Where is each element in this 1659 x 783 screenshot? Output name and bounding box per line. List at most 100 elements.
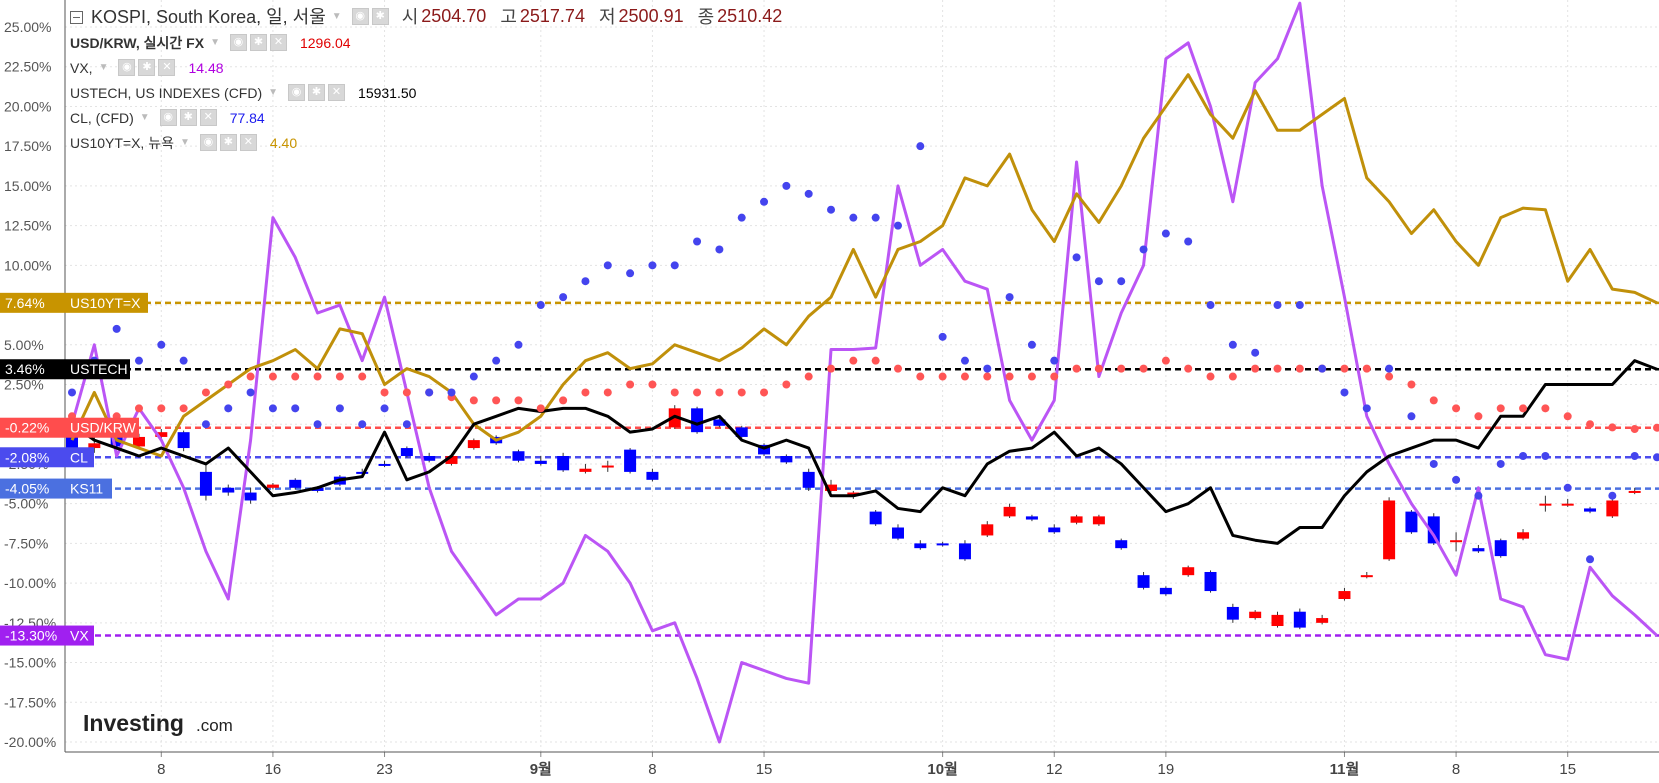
- chevron-down-icon[interactable]: ▼: [179, 137, 190, 148]
- candle-body: [1092, 516, 1105, 525]
- gear-icon[interactable]: ✱: [249, 34, 267, 51]
- legend-overlay-row[interactable]: VX, ▼ ◉ ✱ ✕ 14.48: [70, 55, 796, 80]
- eye-icon[interactable]: ◉: [159, 109, 177, 126]
- legend-main[interactable]: KOSPI, South Korea, 일, 서울 ▼ ◉ ✱ 시 2504.70…: [70, 2, 796, 30]
- close-icon[interactable]: ✕: [328, 84, 346, 101]
- series-point-usd-krw: [1117, 364, 1126, 373]
- series-point-usd-krw: [380, 388, 389, 397]
- eye-icon[interactable]: ◉: [199, 134, 217, 151]
- candle-body: [914, 543, 927, 549]
- series-point-cl: [1117, 277, 1126, 286]
- candle-body: [534, 460, 547, 464]
- close-icon[interactable]: ✕: [199, 109, 217, 126]
- high-label: 고: [500, 7, 517, 27]
- series-point-cl: [581, 277, 590, 286]
- series-point-cl: [603, 261, 612, 270]
- eye-icon[interactable]: ◉: [288, 84, 306, 101]
- series-point-cl: [693, 237, 702, 246]
- series-point-cl: [1072, 253, 1081, 262]
- series-point-usd-krw: [983, 372, 992, 381]
- series-point-usd-krw: [536, 404, 545, 413]
- series-point-cl: [246, 388, 255, 397]
- candle-body: [891, 527, 904, 539]
- chevron-down-icon[interactable]: ▼: [331, 10, 342, 22]
- x-tick-label: 10월: [927, 761, 958, 778]
- candle-body: [177, 432, 190, 449]
- series-point-cl: [916, 142, 925, 151]
- y-tick-label: 5.00%: [4, 337, 44, 353]
- series-point-cl: [1206, 301, 1215, 310]
- candle-body: [1584, 508, 1597, 512]
- y-tick-label: 22.50%: [4, 59, 51, 75]
- series-point-cl: [335, 404, 344, 413]
- series-point-usd-krw: [1072, 364, 1081, 373]
- candle-body: [1561, 503, 1574, 506]
- gear-icon[interactable]: ✱: [371, 7, 389, 25]
- legend-tools: ◉ ✱: [351, 7, 392, 25]
- candle-body: [1025, 516, 1038, 520]
- candle-body: [758, 444, 771, 455]
- candle-body: [1182, 567, 1195, 576]
- chevron-down-icon[interactable]: ▼: [98, 62, 109, 73]
- series-point-usd-krw: [1273, 364, 1282, 373]
- high-value: 2517.74: [519, 5, 585, 26]
- price-marker-label: CL: [70, 449, 88, 465]
- series-point-cl: [1563, 483, 1572, 492]
- series-point-cl: [1027, 340, 1036, 349]
- x-tick-label: 8: [1452, 761, 1460, 778]
- legend-overlay-row[interactable]: USD/KRW, 실시간 FX ▼ ◉ ✱ ✕ 1296.04: [70, 30, 796, 55]
- series-point-usd-krw: [760, 388, 769, 397]
- series-point-usd-krw: [581, 388, 590, 397]
- y-tick-label: -17.50%: [4, 694, 56, 710]
- close-icon[interactable]: ✕: [269, 34, 287, 51]
- legend-overlay-row[interactable]: USTECH, US INDEXES (CFD) ▼ ◉ ✱ ✕ 15931.50: [70, 80, 796, 105]
- legend-overlay-row[interactable]: US10YT=X, 뉴욕 ▼ ◉ ✱ ✕ 4.40: [70, 130, 796, 155]
- gear-icon[interactable]: ✱: [308, 84, 326, 101]
- series-point-usd-krw: [1608, 423, 1617, 432]
- candle-body: [579, 468, 592, 472]
- price-marker-label: US10YT=X: [70, 295, 141, 311]
- chevron-down-icon[interactable]: ▼: [139, 112, 150, 123]
- overlay-value: 14.48: [188, 59, 224, 76]
- candle-body: [1316, 618, 1329, 623]
- price-marker: 7.64% US10YT=X: [0, 292, 148, 313]
- reference-lines: [65, 301, 1659, 637]
- series-line-vx: [70, 1, 1659, 744]
- price-markers: 7.64% US10YT=X 3.46% USTECH -0.22% USD/KRW -2.…: [0, 292, 148, 646]
- legend-overlay-row[interactable]: CL, (CFD) ▼ ◉ ✱ ✕ 77.84: [70, 105, 796, 130]
- gear-icon[interactable]: ✱: [219, 134, 237, 151]
- series-line-ustech: [71, 359, 1658, 545]
- eye-icon[interactable]: ◉: [351, 7, 369, 25]
- series-point-cl: [358, 420, 367, 429]
- eye-icon[interactable]: ◉: [229, 34, 247, 51]
- series-point-usd-krw: [1407, 380, 1416, 389]
- candle-body: [1137, 575, 1150, 588]
- collapse-icon[interactable]: [70, 10, 83, 24]
- series-point-cl: [1407, 412, 1416, 421]
- x-tick-label: 8: [648, 761, 656, 778]
- series-point-usd-krw: [492, 396, 501, 405]
- gear-icon[interactable]: ✱: [179, 109, 197, 126]
- series-point-usd-krw: [603, 388, 612, 397]
- candle-body: [1338, 591, 1351, 599]
- candle-body: [1472, 548, 1485, 552]
- close-icon[interactable]: ✕: [239, 134, 257, 151]
- candle-body: [378, 463, 391, 466]
- gear-icon[interactable]: ✱: [138, 59, 156, 76]
- chevron-down-icon[interactable]: ▼: [210, 37, 220, 48]
- candle-body: [981, 524, 994, 536]
- series-point-cl: [1295, 301, 1304, 310]
- close-icon[interactable]: ✕: [158, 59, 176, 76]
- kospi-candles: [66, 405, 1641, 630]
- candle-body: [311, 487, 324, 491]
- series-point-cl: [849, 213, 858, 222]
- y-tick-label: -10.00%: [4, 575, 56, 591]
- candle-body: [132, 436, 145, 447]
- chevron-down-icon[interactable]: ▼: [268, 87, 279, 98]
- price-marker: -0.22% USD/KRW: [0, 417, 139, 438]
- price-marker-box: [0, 292, 148, 313]
- series-point-usd-krw: [1295, 364, 1304, 373]
- series-point-usd-krw: [938, 372, 947, 381]
- eye-icon[interactable]: ◉: [118, 59, 136, 76]
